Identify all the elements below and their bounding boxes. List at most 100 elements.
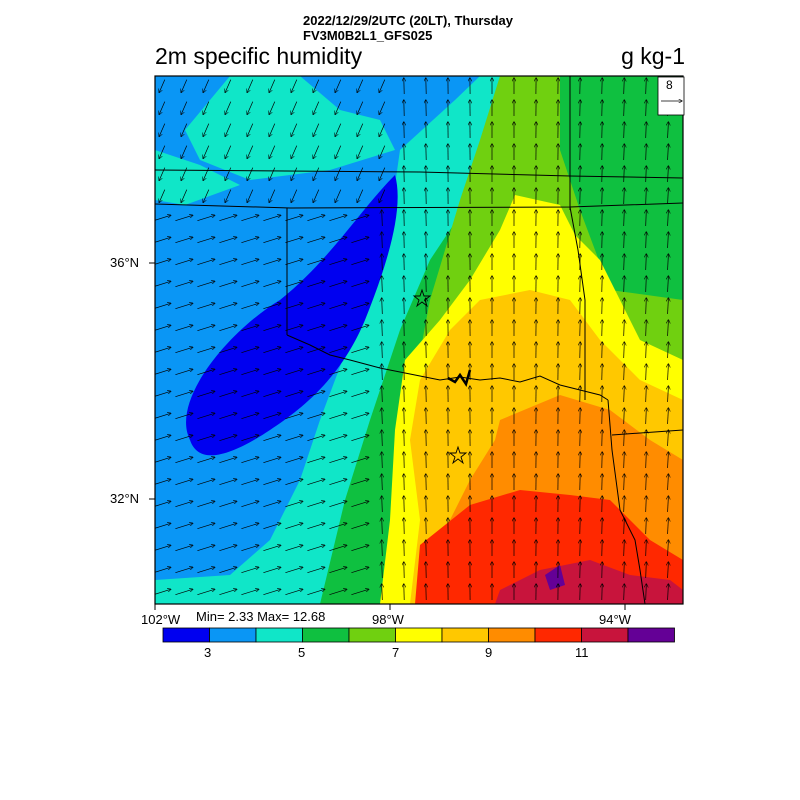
wind-vector	[379, 145, 386, 159]
colorbar-swatch	[255, 627, 303, 643]
wind-vector	[307, 413, 324, 420]
wind-vector	[646, 276, 647, 293]
x-tick-label: 102°W	[141, 612, 181, 627]
wind-vector	[313, 123, 320, 137]
wind-vector	[219, 259, 236, 266]
wind-vector	[241, 523, 258, 530]
wind-vector	[382, 386, 383, 403]
wind-vector	[247, 167, 254, 181]
wind-vector	[382, 562, 383, 579]
wind-vector	[225, 101, 232, 115]
vector-reference-box	[657, 76, 685, 116]
state-borders	[155, 76, 683, 604]
wind-vector	[175, 501, 192, 508]
wind-vector	[241, 567, 258, 574]
wind-vector	[263, 567, 280, 574]
wind-vector	[382, 452, 383, 469]
map-frame	[154, 75, 684, 605]
wind-vector	[203, 189, 210, 203]
wind-vector	[285, 501, 302, 508]
wind-vector	[646, 166, 647, 183]
wind-vector	[329, 237, 346, 244]
wind-vector	[307, 347, 324, 354]
star-marker-2	[448, 445, 468, 465]
axis-ticks	[149, 262, 626, 610]
wind-vector	[307, 589, 324, 596]
wind-vector	[225, 189, 232, 203]
wind-vector	[285, 259, 302, 266]
colorbar-swatch	[627, 627, 675, 643]
wind-vector	[219, 281, 236, 288]
wind-vector	[351, 347, 368, 354]
wind-vector	[219, 391, 236, 398]
wind-vector	[624, 430, 625, 447]
wind-vector	[175, 347, 192, 354]
wind-vector	[219, 435, 236, 442]
x-tick-label: 94°W	[599, 612, 631, 627]
wind-vector	[175, 435, 192, 442]
wind-vector	[668, 408, 669, 425]
wind-vector	[197, 391, 214, 398]
y-tick-label: 36°N	[110, 255, 140, 270]
wind-vector	[241, 589, 258, 596]
wind-vector	[247, 79, 254, 93]
wind-vector	[285, 457, 302, 464]
wind-vector	[219, 237, 236, 244]
wind-vector	[351, 435, 368, 442]
wind-vector	[307, 545, 324, 552]
wind-vector	[646, 584, 647, 601]
wind-vector	[351, 567, 368, 574]
wind-vector	[351, 391, 368, 398]
wind-vector	[668, 518, 669, 535]
wind-vector	[329, 215, 346, 222]
wind-vector	[624, 474, 625, 491]
wind-vector	[351, 589, 368, 596]
wind-vector	[175, 369, 192, 376]
wind-vector	[175, 457, 192, 464]
wind-vector	[197, 281, 214, 288]
wind-vector	[646, 144, 647, 161]
wind-vector	[335, 101, 342, 115]
wind-vector	[285, 281, 302, 288]
wind-vector	[379, 167, 386, 181]
wind-vector	[668, 496, 669, 513]
wind-vector	[668, 342, 669, 359]
wind-vector	[175, 523, 192, 530]
min-max-stats: Min= 2.33 Max= 12.68	[196, 609, 326, 624]
wind-vector	[668, 540, 669, 557]
wind-vector	[351, 237, 368, 244]
wind-vector	[313, 145, 320, 159]
wind-vector	[155, 501, 170, 507]
wind-vector	[382, 276, 383, 293]
wind-vector	[197, 325, 214, 332]
wind-vector	[329, 347, 346, 354]
wind-vector	[175, 589, 192, 596]
map-title: 2m specific humidity	[155, 43, 363, 69]
wind-vector	[285, 325, 302, 332]
wind-vector	[263, 237, 280, 244]
wind-vector	[668, 474, 669, 491]
wind-vector	[313, 167, 320, 181]
wind-vector	[329, 369, 346, 376]
wind-vector	[263, 259, 280, 266]
wind-vector	[646, 540, 647, 557]
wind-vector	[335, 145, 342, 159]
wind-vector	[263, 479, 280, 486]
wind-vector	[646, 210, 647, 227]
wind-vector	[175, 545, 192, 552]
wind-vector	[263, 589, 280, 596]
wind-vector	[307, 479, 324, 486]
wind-vector	[225, 167, 232, 181]
wind-vector	[624, 210, 625, 227]
wind-vector	[159, 79, 166, 93]
wind-vector	[155, 325, 170, 331]
wind-vector	[382, 298, 383, 315]
wind-vector	[646, 320, 647, 337]
wind-vector	[646, 474, 647, 491]
wind-vector	[646, 408, 647, 425]
wind-vector	[624, 518, 625, 535]
wind-vector	[241, 545, 258, 552]
wind-vector	[241, 325, 258, 332]
wind-vector	[646, 342, 647, 359]
wind-vector	[624, 188, 625, 205]
